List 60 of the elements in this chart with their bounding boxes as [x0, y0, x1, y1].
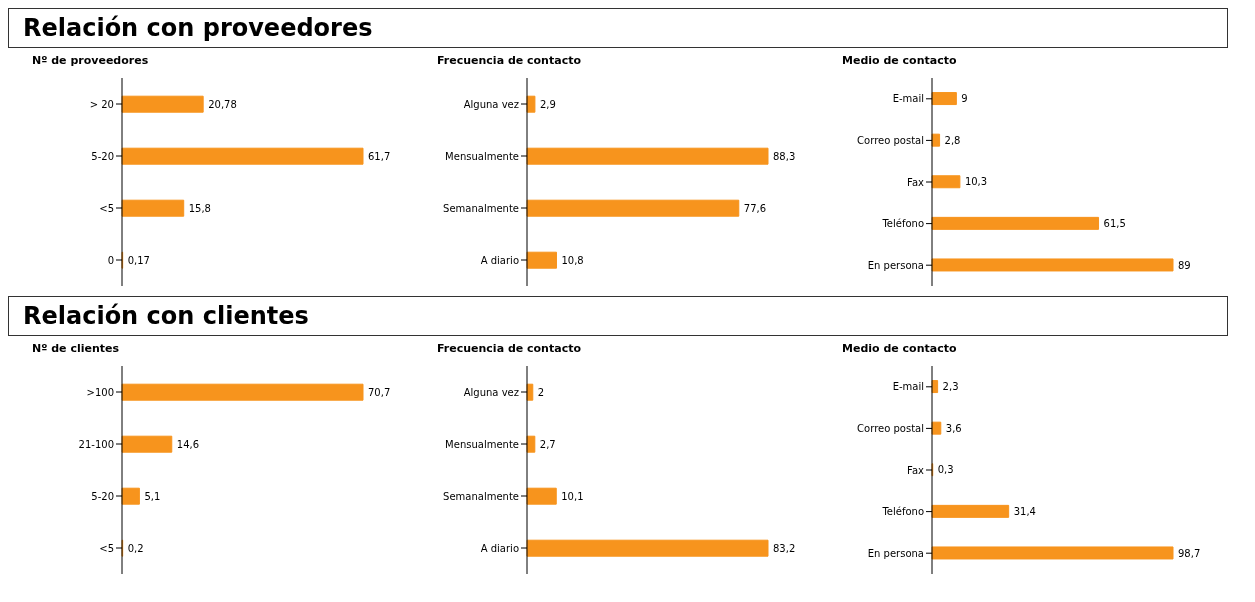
data-label: 2	[537, 386, 545, 398]
data-label: 0,17	[127, 254, 150, 266]
y-tick-label: Alguna vez	[463, 98, 519, 110]
data-label: 5,1	[144, 490, 161, 502]
y-tick-label: A diario	[480, 542, 519, 554]
data-label: 2,7	[539, 438, 556, 450]
y-tick-label: 0	[107, 254, 114, 266]
data-label: 20,78	[208, 98, 237, 110]
y-tick-label: > 20	[89, 98, 114, 110]
y-tick-label: En persona	[867, 547, 924, 559]
data-label: 61,5	[1103, 217, 1126, 229]
y-tick-label: A diario	[480, 254, 519, 266]
chart-title: Nº de clientes	[31, 342, 121, 357]
data-label: 10,3	[964, 176, 988, 188]
chart-title: Medio de contacto	[841, 342, 958, 357]
y-tick-label: Correo postal	[857, 422, 924, 434]
data-label: 77,6	[743, 202, 767, 214]
data-label: 89	[1178, 259, 1191, 271]
y-tick-label: Correo postal	[857, 134, 924, 146]
text: Relación con clientes	[8, 296, 1228, 336]
chart-title: Medio de contacto	[841, 54, 958, 69]
data-label: 70,7	[368, 386, 391, 398]
y-tick-label: Alguna vez	[463, 386, 519, 398]
y-tick-label: 5-20	[91, 490, 114, 502]
data-label: 98,7	[1178, 547, 1201, 559]
data-label: 2,8	[944, 134, 961, 146]
y-tick-label: 5-20	[91, 150, 114, 162]
y-tick-label: Semanalmente	[443, 490, 519, 502]
data-label: 83,2	[773, 542, 796, 554]
y-tick-label: <5	[99, 542, 114, 554]
data-label: 9	[961, 93, 968, 105]
y-tick-label: Semanalmente	[443, 202, 519, 214]
y-tick-label: Mensualmente	[445, 150, 519, 162]
y-tick-label: Mensualmente	[445, 438, 519, 450]
data-label: 2,3	[942, 381, 959, 393]
chart-title: Frecuencia de contacto	[436, 54, 582, 69]
data-label: 10,8	[561, 254, 584, 266]
y-tick-label: E-mail	[892, 381, 924, 393]
chart-title: Nº de proveedores	[31, 54, 150, 69]
y-tick-label: <5	[99, 202, 114, 214]
data-label: 15,8	[188, 202, 211, 214]
data-label: 14,6	[176, 438, 200, 450]
data-label: 10,1	[561, 490, 584, 502]
data-label: 0,2	[127, 542, 144, 554]
y-tick-label: Fax	[907, 176, 925, 188]
y-tick-label: E-mail	[892, 93, 924, 105]
data-label: 61,7	[368, 150, 391, 162]
y-tick-label: Teléfono	[881, 506, 924, 518]
data-label: 88,3	[773, 150, 796, 162]
data-label: 31,4	[1013, 505, 1036, 517]
y-tick-label: Teléfono	[881, 218, 924, 230]
data-label: 2,9	[539, 98, 556, 110]
data-label: 3,6	[945, 422, 962, 434]
y-tick-label: 21-100	[78, 438, 114, 450]
y-tick-label: En persona	[867, 259, 924, 271]
text: Relación con proveedores	[8, 8, 1228, 48]
chart-title: Frecuencia de contacto	[436, 342, 582, 357]
y-tick-label: >100	[86, 386, 114, 398]
y-tick-label: Fax	[907, 464, 925, 476]
data-label: 0,3	[937, 464, 954, 476]
